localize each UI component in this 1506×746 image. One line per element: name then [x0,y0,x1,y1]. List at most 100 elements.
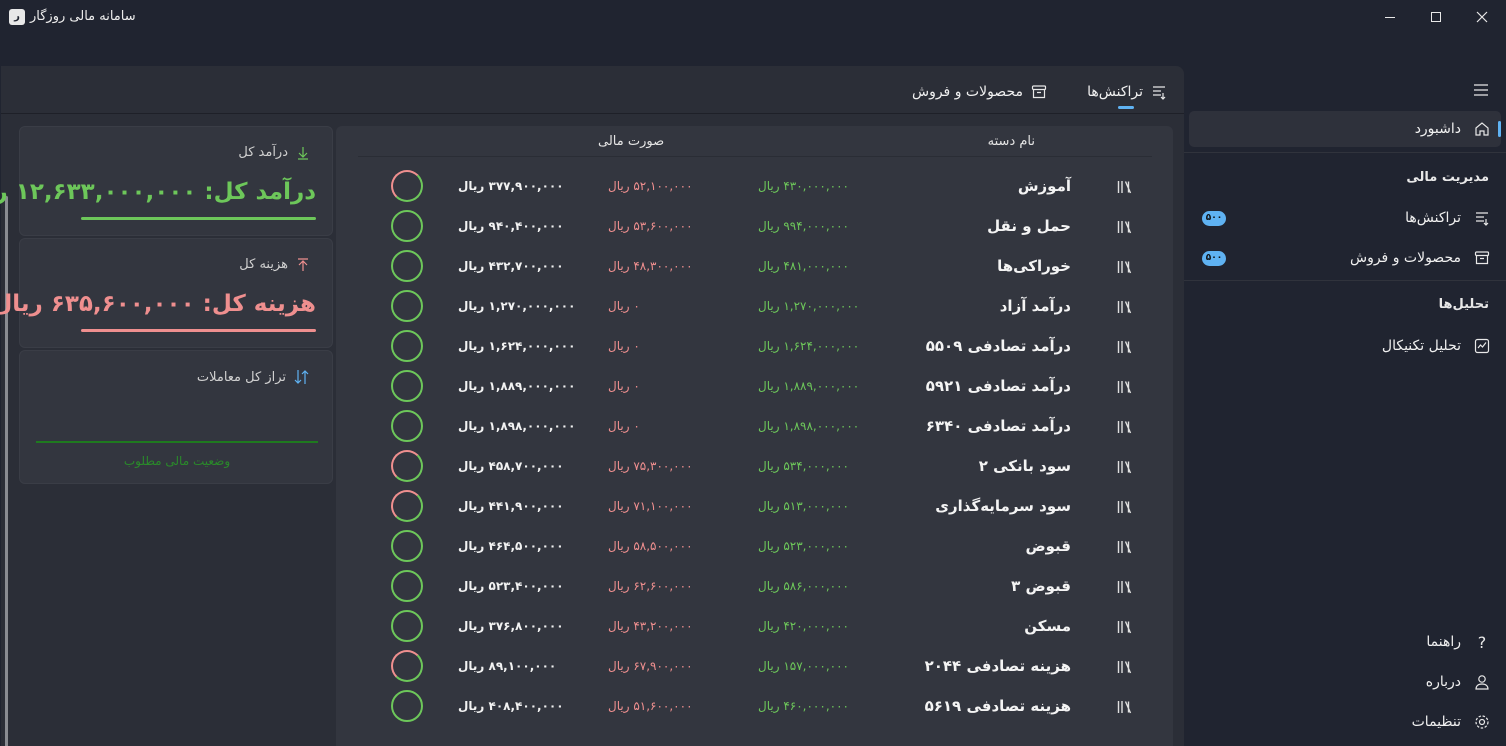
sidebar-item-label: تحلیل تکنیکال [1381,338,1461,354]
ratio-ring-icon [391,570,423,602]
list-icon [1153,86,1166,100]
expense-cell: ۵۳,۶۰۰,۰۰۰ ریال [608,219,693,233]
count-badge: ۵۰۰ [1202,211,1226,226]
ratio-ring-icon [391,610,423,642]
sort-icon [294,370,309,384]
table-row[interactable]: ۱,۸۹۸,۰۰۰,۰۰۰ ریال ۰ ریال ۱,۸۹۸,۰۰۰,۰۰۰ ری… [336,407,1173,447]
balance-cell: ۴۶۴,۵۰۰,۰۰۰ ریال [458,539,564,553]
table-row[interactable]: ۳۷۷,۹۰۰,۰۰۰ ریال ۵۲,۱۰۰,۰۰۰ ریال ۴۳۰,۰۰۰,۰… [336,167,1173,207]
tab-transactions[interactable]: تراکنش‌ها [1087,80,1167,104]
balance-cell: ۵۲۳,۴۰۰,۰۰۰ ریال [458,579,564,593]
income-card: درآمد کل درآمد کل: ۱۲,۶۳۳,۰۰۰,۰۰۰ ریال [0,126,333,236]
menu-toggle-button[interactable] [1473,82,1489,101]
expense-cell: ۰ ریال [608,379,640,393]
library-icon [1117,379,1133,398]
table-row[interactable]: ۴۳۲,۷۰۰,۰۰۰ ریال ۴۸,۳۰۰,۰۰۰ ریال ۴۸۱,۰۰۰,۰… [336,247,1173,287]
category-name-cell: هزینه تصادفی ۵۶۱۹ [924,697,1071,715]
close-icon [1476,11,1488,23]
expense-cell: ۵۸,۵۰۰,۰۰۰ ریال [608,539,693,553]
hamburger-icon [1474,84,1488,96]
income-card-header: درآمد کل [238,145,310,160]
balance-cell: ۱,۶۲۴,۰۰۰,۰۰۰ ریال [458,339,576,353]
table-row[interactable]: ۵۲۳,۴۰۰,۰۰۰ ریال ۶۲,۶۰۰,۰۰۰ ریال ۵۸۶,۰۰۰,۰… [336,567,1173,607]
balance-indicator-line [36,441,318,443]
close-button[interactable] [1459,0,1505,34]
group-finance-heading: مدیریت مالی [1406,170,1489,185]
minimize-icon [1385,16,1395,18]
selected-indicator [1498,121,1501,137]
sidebar-item-help[interactable]: ? راهنما [1189,624,1501,660]
income-cell: ۱,۸۸۹,۰۰۰,۰۰۰ ریال [758,379,860,393]
income-total: درآمد کل: ۱۲,۶۳۳,۰۰۰,۰۰۰ ریال [0,179,316,205]
income-cell: ۱,۸۹۸,۰۰۰,۰۰۰ ریال [758,419,860,433]
library-icon [1117,299,1133,318]
table-row[interactable]: ۴۶۴,۵۰۰,۰۰۰ ریال ۵۸,۵۰۰,۰۰۰ ریال ۵۲۳,۰۰۰,۰… [336,527,1173,567]
sidebar-item-dashboard[interactable]: داشبورد [1189,111,1501,147]
expense-cell: ۶۷,۹۰۰,۰۰۰ ریال [608,659,693,673]
tab-bar: تراکنش‌ها محصولات و فروش [1,66,1184,114]
question-icon: ? [1477,632,1487,652]
arrow-up-icon [298,257,308,271]
table-row[interactable]: ۸۹,۱۰۰,۰۰۰ ریال ۶۷,۹۰۰,۰۰۰ ریال ۱۵۷,۰۰۰,۰۰… [336,647,1173,687]
divider [1184,280,1506,281]
library-icon [1117,459,1133,478]
table-row[interactable]: ۹۴۰,۴۰۰,۰۰۰ ریال ۵۳,۶۰۰,۰۰۰ ریال ۹۹۴,۰۰۰,۰… [336,207,1173,247]
maximize-button[interactable] [1413,0,1459,34]
expense-cell: ۶۲,۶۰۰,۰۰۰ ریال [608,579,693,593]
ratio-ring-icon [391,210,423,242]
balance-cell: ۳۷۷,۹۰۰,۰۰۰ ریال [458,179,564,193]
library-icon [1117,219,1133,238]
tab-label: تراکنش‌ها [1087,84,1143,100]
balance-cell: ۹۴۰,۴۰۰,۰۰۰ ریال [458,219,564,233]
minimize-button[interactable] [1367,0,1413,34]
expense-card-header: هزینه کل [239,257,310,272]
table-row[interactable]: ۱,۸۸۹,۰۰۰,۰۰۰ ریال ۰ ریال ۱,۸۸۹,۰۰۰,۰۰۰ ری… [336,367,1173,407]
library-icon [1117,419,1133,438]
expense-cell: ۰ ریال [608,299,640,313]
income-cell: ۵۳۴,۰۰۰,۰۰۰ ریال [758,459,849,473]
ratio-ring-icon [391,370,423,402]
sidebar-item-settings[interactable]: تنظیمات [1189,704,1501,740]
category-name-cell: درآمد تصادفی ۶۳۴۰ [925,417,1071,435]
table-row[interactable]: ۱,۲۷۰,۰۰۰,۰۰۰ ریال ۰ ریال ۱,۲۷۰,۰۰۰,۰۰۰ ری… [336,287,1173,327]
column-header-name: نام دسته [987,134,1035,149]
balance-cell: ۴۳۲,۷۰۰,۰۰۰ ریال [458,259,564,273]
expense-cell: ۷۱,۱۰۰,۰۰۰ ریال [608,499,693,513]
archive-icon [1474,251,1490,265]
table-row[interactable]: ۳۷۶,۸۰۰,۰۰۰ ریال ۴۳,۲۰۰,۰۰۰ ریال ۴۲۰,۰۰۰,۰… [336,607,1173,647]
ratio-ring-icon [391,530,423,562]
sidebar-item-label: تراکنش‌ها [1405,210,1461,226]
library-icon [1117,499,1133,518]
table-row[interactable]: ۱,۶۲۴,۰۰۰,۰۰۰ ریال ۰ ریال ۱,۶۲۴,۰۰۰,۰۰۰ ری… [336,327,1173,367]
group-analysis-heading: تحلیل‌ها [1438,297,1489,312]
sidebar-item-label: راهنما [1426,634,1461,650]
ratio-ring-icon [391,450,423,482]
scrollbar[interactable] [5,196,8,746]
balance-cell: ۴۴۱,۹۰۰,۰۰۰ ریال [458,499,564,513]
category-name-cell: سود بانکی ۲ [978,457,1071,475]
count-badge: ۵۰۰ [1202,251,1226,266]
chart-icon [1474,338,1490,354]
ratio-ring-icon [391,690,423,722]
title-bar: ﺭ سامانه مالی روزگار [0,0,1506,34]
balance-card: تراز کل معاملات وضعیت مالی مطلوب [19,350,333,484]
balance-status: وضعیت مالی مطلوب [123,454,231,468]
income-cell: ۴۸۱,۰۰۰,۰۰۰ ریال [758,259,849,273]
sidebar-item-technical-analysis[interactable]: تحلیل تکنیکال [1189,328,1501,364]
sidebar-item-about[interactable]: درباره [1189,664,1501,700]
sidebar-item-products[interactable]: محصولات و فروش ۵۰۰ [1189,240,1501,276]
table-row[interactable]: ۴۴۱,۹۰۰,۰۰۰ ریال ۷۱,۱۰۰,۰۰۰ ریال ۵۱۳,۰۰۰,۰… [336,487,1173,527]
table-row[interactable]: ۴۰۸,۴۰۰,۰۰۰ ریال ۵۱,۶۰۰,۰۰۰ ریال ۴۶۰,۰۰۰,۰… [336,687,1173,727]
sidebar-item-label: داشبورد [1414,121,1461,137]
window-title: سامانه مالی روزگار [30,9,136,24]
tab-products[interactable]: محصولات و فروش [912,80,1047,104]
divider [1184,152,1506,153]
header-divider [358,156,1152,157]
table-row[interactable]: ۴۵۸,۷۰۰,۰۰۰ ریال ۷۵,۳۰۰,۰۰۰ ریال ۵۳۴,۰۰۰,۰… [336,447,1173,487]
categories-table: نام دسته صورت مالی ۳۷۷,۹۰۰,۰۰۰ ریال ۵۲,۱۰… [336,126,1173,746]
sidebar-item-transactions[interactable]: تراکنش‌ها ۵۰۰ [1189,200,1501,236]
expense-cell: ۵۱,۶۰۰,۰۰۰ ریال [608,699,693,713]
expense-cell: ۴۳,۲۰۰,۰۰۰ ریال [608,619,693,633]
sidebar-item-label: تنظیمات [1411,714,1461,730]
category-name-cell: مسکن [1024,617,1071,635]
